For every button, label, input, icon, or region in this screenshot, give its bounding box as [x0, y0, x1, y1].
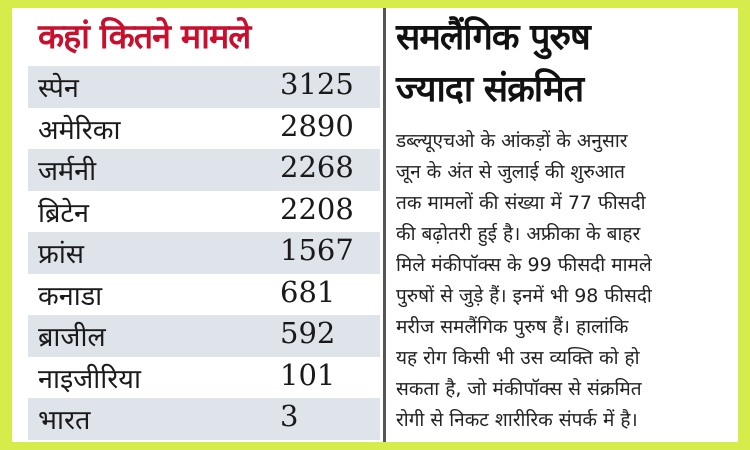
- body-line: सकता है, जो मंकीपॉक्स से संक्रमित: [396, 378, 642, 400]
- column-divider: [383, 8, 386, 442]
- case-count: 681: [280, 274, 336, 309]
- table-row: नाइजीरिया 101: [28, 357, 380, 399]
- table-rows: स्पेन 3125 अमेरिका 2890 जर्मनी 2268 ब्रि…: [28, 66, 380, 440]
- case-count: 3125: [280, 67, 354, 101]
- body-line: रोगी से निकट शारीरिक संपर्क में है।: [396, 409, 638, 431]
- case-count: 3: [280, 399, 299, 433]
- table-row: ब्राजील 592: [28, 315, 380, 357]
- body-line: की बढ़ोतरी हुई है। अफ्रीका के बाहर: [396, 223, 641, 245]
- body-line: पुरुषों से जुड़े हैं। इनमें भी 98 फीसदी: [396, 285, 652, 307]
- country-name: भारत: [38, 405, 91, 436]
- case-count: 1567: [280, 233, 354, 267]
- cases-table: कहां कितने मामले स्पेन 3125 अमेरिका 2890…: [28, 8, 380, 442]
- headline-line: समलैंगिक पुरुष: [396, 17, 591, 58]
- country-name: स्पेन: [38, 73, 79, 104]
- table-row: ब्रिटेन 2208: [28, 191, 380, 233]
- article-body: डब्ल्यूएचओ के आंकड़ों के अनुसार जून के अ…: [396, 126, 732, 436]
- table-row: कनाडा 681: [28, 274, 380, 316]
- body-line: डब्ल्यूएचओ के आंकड़ों के अनुसार: [396, 130, 628, 152]
- body-line: मरीज समलैंगिक पुरुष हैं। हालांकि: [396, 316, 629, 338]
- country-name: अमेरिका: [38, 114, 121, 146]
- country-name: ब्रिटेन: [38, 197, 90, 229]
- article-headline: समलैंगिक पुरुष ज्यादा संक्रमित: [396, 12, 732, 116]
- table-row: फ्रांस 1567: [28, 232, 380, 274]
- article: समलैंगिक पुरुष ज्यादा संक्रमित डब्ल्यूएच…: [392, 8, 732, 442]
- news-clipping: कहां कितने मामले स्पेन 3125 अमेरिका 2890…: [12, 8, 738, 442]
- headline-line: ज्यादा संक्रमित: [396, 69, 584, 110]
- country-name: ब्राजील: [38, 322, 106, 353]
- case-count: 2208: [280, 191, 354, 226]
- case-count: 592: [280, 316, 336, 350]
- body-line: मिले मंकीपॉक्स के 99 फीसदी मामले: [396, 254, 652, 276]
- country-name: जर्मनी: [38, 156, 97, 187]
- body-line: तक मामलों की संख्या में 77 फीसदी: [396, 192, 646, 214]
- country-name: नाइजीरिया: [38, 363, 141, 395]
- table-row: स्पेन 3125: [28, 66, 380, 108]
- body-line: यह रोग किसी भी उस व्यक्ति को हो: [396, 347, 640, 369]
- country-name: फ्रांस: [38, 239, 85, 270]
- table-title: कहां कितने मामले: [38, 17, 251, 57]
- case-count: 2890: [280, 108, 354, 143]
- case-count: 2268: [280, 150, 354, 184]
- table-row: जर्मनी 2268: [28, 149, 380, 191]
- case-count: 101: [280, 357, 336, 392]
- table-row: भारत 3: [28, 398, 380, 440]
- country-name: कनाडा: [38, 280, 103, 312]
- body-line: जून के अंत से जुलाई की शुरुआत: [396, 161, 625, 183]
- table-row: अमेरिका 2890: [28, 108, 380, 150]
